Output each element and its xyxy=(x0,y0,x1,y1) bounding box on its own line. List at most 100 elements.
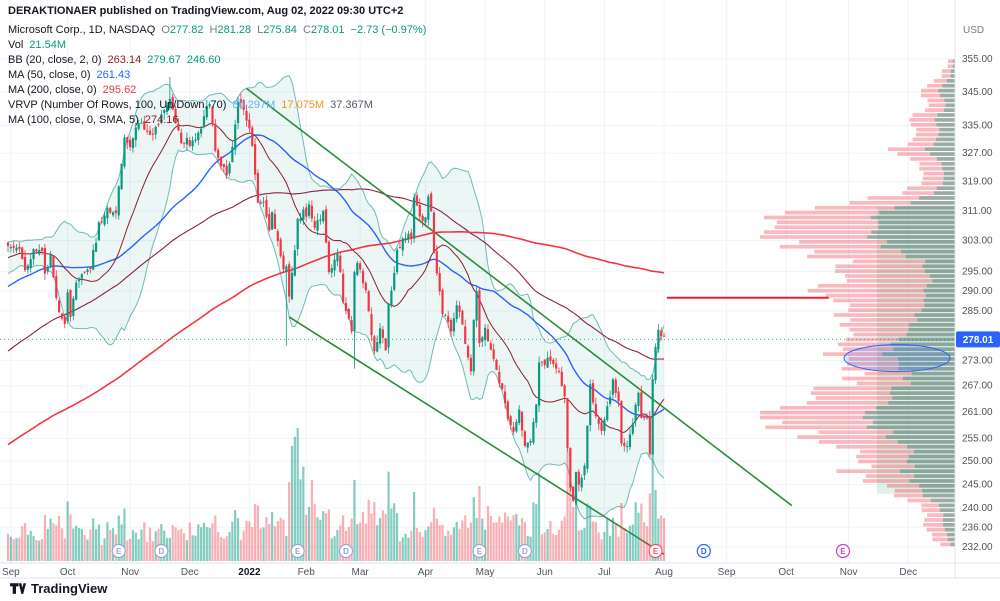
indicator-row[interactable]: MA (100, close, 0, SMA, 5) 274.16 xyxy=(8,113,426,128)
axis-label: Mar xyxy=(352,567,370,578)
axis-label: Dec xyxy=(181,567,199,578)
axis-label: 240.00 xyxy=(962,503,993,514)
axis-label: D xyxy=(522,547,528,556)
indicator-value: 274.16 xyxy=(144,114,179,126)
axis-label: Sep xyxy=(2,567,20,578)
ma50-line xyxy=(7,134,665,418)
axis-label: Apr xyxy=(418,567,434,578)
ohlc-c: C278.01 xyxy=(302,24,345,36)
event-marker-d[interactable] xyxy=(696,543,711,559)
indicator-label: Vol xyxy=(8,39,24,51)
volume-bars xyxy=(6,428,666,561)
event-marker-e[interactable] xyxy=(111,543,126,559)
axis-label: E xyxy=(477,547,483,556)
axis-label: 278.01 xyxy=(963,335,994,346)
indicator-row[interactable]: VRVP (Number Of Rows, 100, Up/Down, 70) 8… xyxy=(8,98,426,113)
axis-label: Jul xyxy=(598,567,611,578)
axis-label: Nov xyxy=(121,567,139,578)
axis-label: Sep xyxy=(718,567,736,578)
indicator-label: BB (20, close, 2, 0) xyxy=(8,54,102,66)
volume-profile xyxy=(760,59,955,547)
ohlc-o: O277.82 xyxy=(161,24,204,36)
event-marker-d[interactable] xyxy=(154,543,169,559)
axis-label: D xyxy=(701,547,707,556)
axis-label: 295.00 xyxy=(962,266,993,277)
trendline[interactable] xyxy=(246,87,793,507)
indicator-row[interactable]: MA (50, close, 0) 261.43 xyxy=(8,68,426,83)
axis-label: 245.00 xyxy=(962,479,993,490)
axis-label: 327.00 xyxy=(962,148,993,159)
ellipse-annotation[interactable] xyxy=(843,344,951,373)
bb-upper-band xyxy=(7,75,665,381)
symbol-legend-row[interactable]: Microsoft Corp., 1D, NASDAQ O277.82 H281.2… xyxy=(8,23,426,38)
ohlc-l: L275.84 xyxy=(257,24,297,36)
chart-pane[interactable] xyxy=(0,0,955,563)
published-header: DERAKTIONAER published on TradingView.co… xyxy=(8,5,404,17)
candlesticks xyxy=(6,76,666,505)
tradingview-logo-text[interactable]: TradingView xyxy=(31,581,108,596)
event-marker-e[interactable] xyxy=(290,543,305,559)
axis-label: Feb xyxy=(298,567,316,578)
axis-label: E xyxy=(840,547,846,556)
indicator-row[interactable]: BB (20, close, 2, 0) 263.14 279.67 246.60 xyxy=(8,53,426,68)
axis-label: 335.00 xyxy=(962,121,993,132)
indicator-value: 279.67 xyxy=(147,54,181,66)
axis-label: D xyxy=(343,547,349,556)
axis-label: E xyxy=(116,547,122,556)
indicator-value: 246.60 xyxy=(186,54,221,66)
symbol-title: Microsoft Corp., 1D, NASDAQ xyxy=(8,24,156,36)
indicator-row[interactable]: Vol 21.54M xyxy=(8,38,426,53)
axis-label: 261.00 xyxy=(962,407,993,418)
axis-label: Oct xyxy=(778,567,794,578)
indicator-label: MA (200, close, 0) xyxy=(8,84,97,96)
axis-label: 290.00 xyxy=(962,286,993,297)
bb-fill xyxy=(8,75,664,519)
axis-label: USD xyxy=(963,25,984,36)
axis-label: 267.00 xyxy=(962,381,993,392)
indicator-value: 17.075M xyxy=(281,99,325,111)
axis-label: Nov xyxy=(840,567,858,578)
axis-label: 345.00 xyxy=(962,87,993,98)
indicator-value: 80.297M xyxy=(232,99,276,111)
bb-lower-band xyxy=(7,149,665,520)
event-marker-d[interactable] xyxy=(517,543,532,559)
axis-label: 285.00 xyxy=(962,306,993,317)
axis-label: Jun xyxy=(537,567,553,578)
footer: TradingView xyxy=(9,580,107,597)
axis-label: E xyxy=(295,547,301,556)
axis-label: Aug xyxy=(655,567,673,578)
axis-label: May xyxy=(476,567,495,578)
indicator-value: 261.43 xyxy=(96,69,131,81)
axis-label: Dec xyxy=(899,567,917,578)
axis-label: E xyxy=(653,547,659,556)
value-area xyxy=(877,207,955,494)
last-price-badge xyxy=(956,331,1000,348)
indicator-value: 21.54M xyxy=(29,39,66,51)
event-marker-e[interactable] xyxy=(648,543,663,559)
ohlc-change: −2.73 (−0.97%) xyxy=(350,24,427,36)
axis-label: 250.00 xyxy=(962,456,993,467)
axis-label: 273.00 xyxy=(962,355,993,366)
indicator-label: VRVP (Number Of Rows, 100, Up/Down, 70) xyxy=(8,99,227,111)
event-marker-d[interactable] xyxy=(338,543,354,559)
axis-label: 355.00 xyxy=(962,54,993,65)
axis-label: 303.00 xyxy=(962,236,993,247)
axis-label: 311.00 xyxy=(962,206,992,217)
indicator-row[interactable]: MA (200, close, 0) 295.62 xyxy=(8,83,426,98)
axis-label: 255.00 xyxy=(962,433,993,444)
axis-label: 236.00 xyxy=(962,522,993,533)
tradingview-logo-icon[interactable] xyxy=(9,580,26,597)
axis-label: Oct xyxy=(60,567,76,578)
event-marker-e[interactable] xyxy=(472,543,487,559)
axis-label: 2022 xyxy=(238,567,261,578)
indicator-value: 295.62 xyxy=(102,84,137,96)
indicator-value: 37.367M xyxy=(330,99,373,111)
indicator-label: MA (50, close, 0) xyxy=(8,69,91,81)
indicator-legend: Microsoft Corp., 1D, NASDAQ O277.82 H281.2… xyxy=(8,23,426,128)
trendline[interactable] xyxy=(288,316,665,556)
axis-label: D xyxy=(158,547,164,556)
bb-basis-line xyxy=(7,123,665,433)
axis-label: 232.00 xyxy=(962,542,993,553)
event-marker-e[interactable] xyxy=(835,543,851,559)
